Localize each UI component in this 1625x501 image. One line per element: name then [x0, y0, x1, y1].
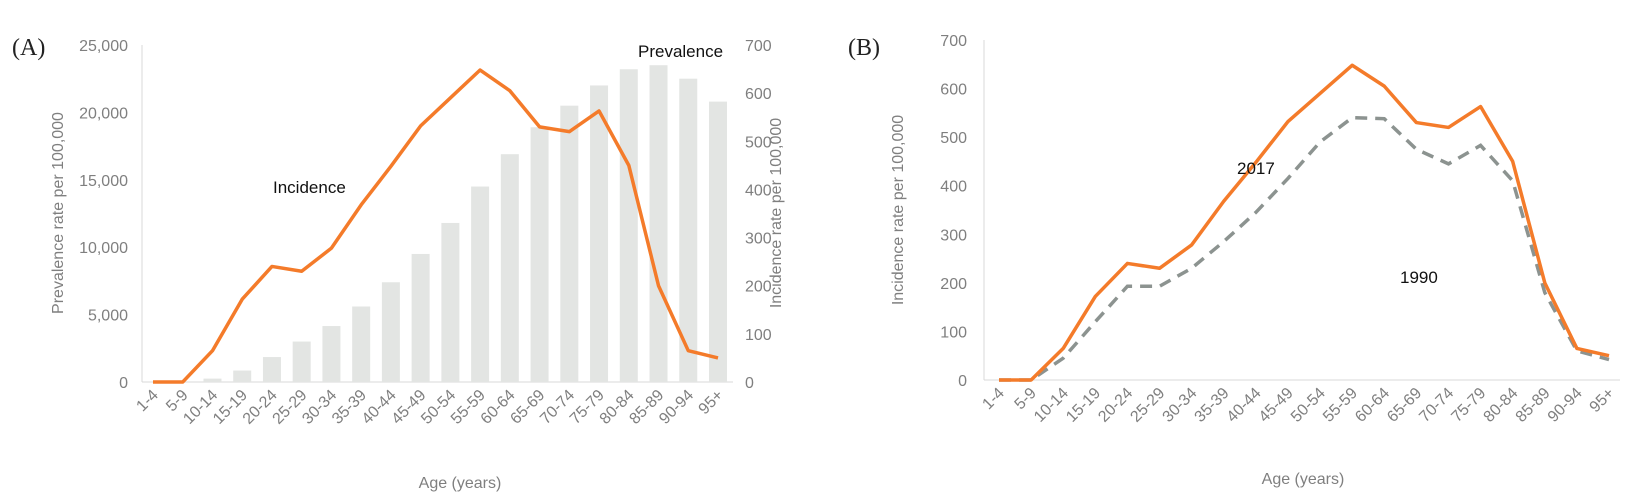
chart-a-ytick-left: 0 [119, 375, 128, 392]
chart-a-ytick-right: 600 [745, 86, 772, 103]
chart-b-ytick: 700 [940, 33, 967, 50]
chart-b-xtick: 10-14 [1031, 385, 1072, 426]
chart-b-xtick: 30-34 [1160, 385, 1201, 426]
chart-b-ytick: 300 [940, 227, 967, 244]
prevalence-bar [352, 306, 371, 382]
chart-a-ytick-left: 5,000 [88, 308, 128, 325]
chart-b-xtick: 55-59 [1320, 385, 1361, 426]
prevalence-bar [590, 85, 609, 382]
panel-b-label: (B) [848, 35, 880, 61]
chart-b-ytick: 0 [958, 373, 967, 390]
prevalence-bar [500, 154, 519, 382]
prevalence-bar [411, 253, 430, 382]
prevalence-bar [679, 78, 698, 382]
chart-a-prevalence-label: Prevalence [638, 42, 723, 61]
chart-a-ytick-left: 15,000 [79, 173, 128, 190]
chart-b-1990-label: 1990 [1400, 268, 1438, 287]
line-2017 [999, 63, 1610, 382]
chart-a-ytick-right: 0 [745, 375, 754, 392]
chart-b-xtick: 45-49 [1256, 385, 1297, 426]
chart-b-xtick: 95+ [1587, 385, 1618, 416]
prevalence-bar [709, 101, 727, 382]
chart-b-xlabel: Age (years) [1262, 471, 1345, 488]
chart-b-xtick: 15-19 [1063, 385, 1104, 426]
chart-b-xtick: 40-44 [1224, 385, 1265, 426]
prevalence-bar [381, 282, 400, 382]
chart-a-ytick-right: 100 [745, 327, 772, 344]
chart-b-ytick: 200 [940, 276, 967, 293]
prevalence-bar [530, 127, 549, 382]
chart-b-ytick: 500 [940, 130, 967, 147]
chart-a-incidence-label: Incidence [273, 178, 346, 197]
chart-a-ytick-left: 25,000 [79, 38, 128, 55]
chart-a-ytick-right: 200 [745, 279, 772, 296]
chart-b-xtick: 70-74 [1416, 385, 1457, 426]
incidence-line [153, 68, 719, 384]
chart-b-xtick: 35-39 [1192, 385, 1233, 426]
panel-a-label: (A) [12, 35, 45, 61]
chart-a-ytick-right: 400 [745, 182, 772, 199]
chart-b-xtick: 1-4 [979, 385, 1007, 413]
prevalence-bar [292, 341, 311, 382]
chart-a-ytick-right: 500 [745, 134, 772, 151]
chart-a-xlabel: Age (years) [419, 475, 502, 492]
chart-a-ytick-left: 10,000 [79, 240, 128, 257]
chart-b-xtick: 50-54 [1288, 385, 1329, 426]
chart-b-xtick: 60-64 [1352, 385, 1393, 426]
chart-b-xtick: 80-84 [1481, 385, 1522, 426]
chart-a-xtick: 90-94 [656, 387, 697, 428]
prevalence-bar [203, 378, 222, 382]
chart-b-2017-label: 2017 [1237, 159, 1275, 178]
chart-b-xtick: 85-89 [1513, 385, 1554, 426]
chart-b-xtick: 25-29 [1127, 385, 1168, 426]
chart-b-xtick: 75-79 [1448, 385, 1489, 426]
chart-b-ytick: 600 [940, 82, 967, 99]
chart-a-xtick: 95+ [696, 387, 727, 418]
chart-a-ytick-left: 20,000 [79, 105, 128, 122]
prevalence-bar [471, 186, 490, 382]
chart-b-xtick: 20-24 [1095, 385, 1136, 426]
chart-b-ylabel: Incidence rate per 100,000 [890, 115, 907, 305]
prevalence-bar [441, 222, 460, 382]
chart-b-ytick: 400 [940, 179, 967, 196]
prevalence-bar [262, 357, 281, 382]
line-1990 [999, 115, 1610, 382]
chart-a-ytick-right: 300 [745, 231, 772, 248]
prevalence-bar [233, 370, 252, 382]
chart-a-xtick: 1-4 [133, 387, 161, 415]
prevalence-bar [560, 105, 579, 382]
prevalence-bar [619, 69, 638, 382]
chart-a: 0 5,000 10,000 15,000 20,000 25,000 0 100 200 300… [79, 38, 772, 428]
chart-b-ytick: 100 [940, 324, 967, 341]
prevalence-bar [322, 326, 341, 382]
chart-b-xtick: 90-94 [1545, 385, 1586, 426]
chart-a-ytick-right: 700 [745, 38, 772, 55]
chart-a-ylabel-right: Incidence rate per 100,000 [768, 118, 785, 308]
prevalence-bar [649, 65, 668, 382]
chart-b-xtick: 65-69 [1384, 385, 1425, 426]
chart-a-ylabel-left: Prevalence rate per 100,000 [50, 112, 67, 314]
